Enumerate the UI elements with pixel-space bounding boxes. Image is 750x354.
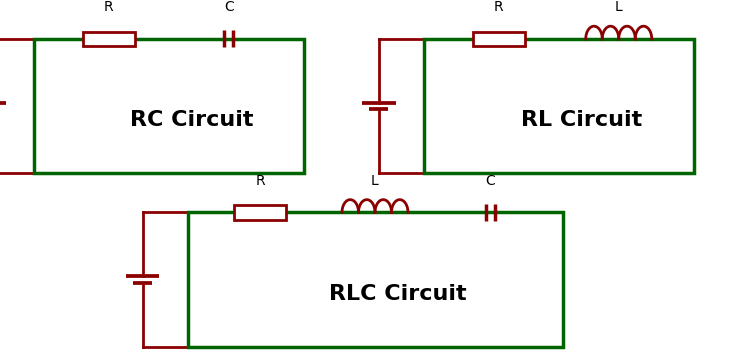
Bar	[472, 32, 525, 46]
Text: R: R	[104, 0, 113, 14]
Text: RLC Circuit: RLC Circuit	[328, 284, 466, 304]
Text: RL Circuit: RL Circuit	[520, 110, 642, 130]
Text: C: C	[485, 173, 495, 188]
Text: RC Circuit: RC Circuit	[130, 110, 253, 130]
Text: C: C	[224, 0, 234, 14]
Text: L: L	[371, 173, 379, 188]
Text: R: R	[255, 173, 265, 188]
Bar	[424, 39, 694, 173]
Text: L: L	[615, 0, 622, 14]
Text: R: R	[494, 0, 503, 14]
Bar	[34, 39, 304, 173]
Bar	[82, 32, 135, 46]
Bar	[188, 212, 562, 347]
Bar	[234, 205, 286, 220]
